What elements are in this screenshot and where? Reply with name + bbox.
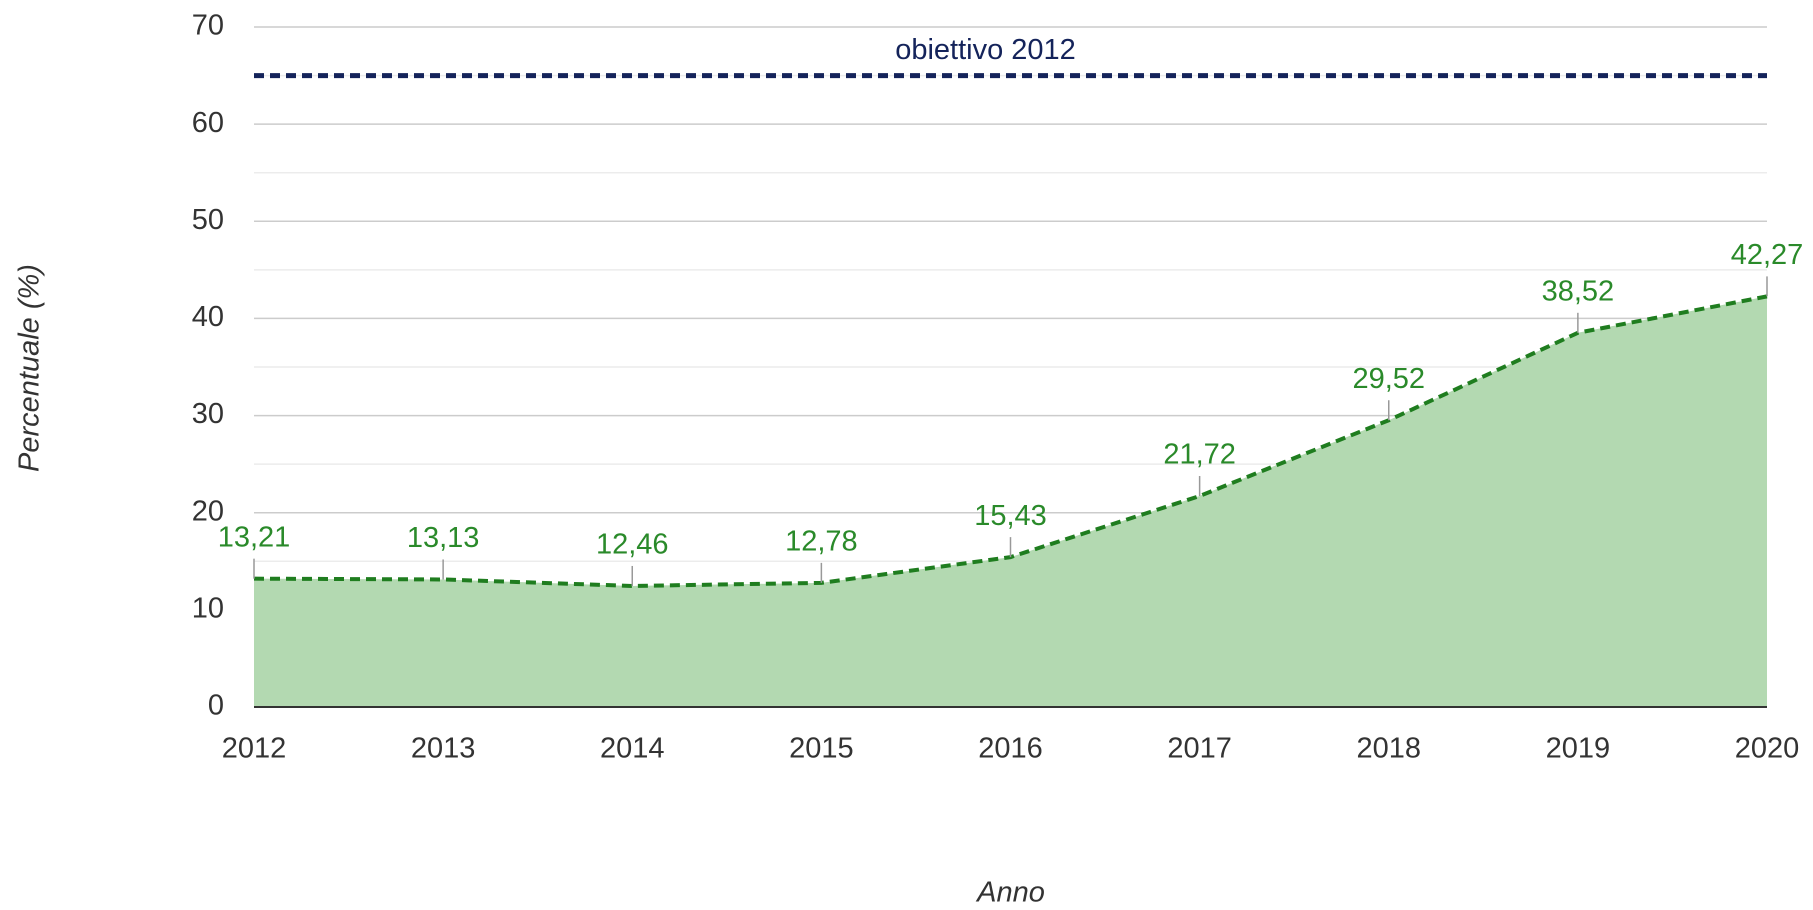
x-tick-label: 2020 bbox=[1735, 733, 1800, 765]
data-label: 29,52 bbox=[1352, 363, 1425, 395]
x-tick-label: 2018 bbox=[1356, 733, 1421, 765]
data-label: 12,78 bbox=[785, 526, 858, 558]
data-label: 13,13 bbox=[407, 522, 480, 554]
y-tick-label: 30 bbox=[192, 398, 224, 430]
data-label: 38,52 bbox=[1542, 275, 1615, 307]
data-label: 21,72 bbox=[1163, 439, 1236, 471]
x-tick-label: 2014 bbox=[600, 733, 665, 765]
x-tick-label: 2017 bbox=[1167, 733, 1232, 765]
data-label: 42,27 bbox=[1731, 239, 1804, 271]
y-tick-label: 10 bbox=[192, 593, 224, 625]
data-label: 12,46 bbox=[596, 529, 669, 561]
y-tick-label: 0 bbox=[208, 690, 224, 722]
x-tick-label: 2015 bbox=[789, 733, 854, 765]
y-tick-label: 40 bbox=[192, 301, 224, 333]
x-tick-label: 2016 bbox=[978, 733, 1043, 765]
reference-label: obiettivo 2012 bbox=[895, 34, 1076, 66]
data-label: 13,21 bbox=[218, 521, 291, 553]
y-tick-label: 20 bbox=[192, 495, 224, 527]
area bbox=[254, 296, 1767, 707]
data-label: 15,43 bbox=[974, 500, 1047, 532]
x-tick-label: 2013 bbox=[411, 733, 476, 765]
line bbox=[253, 294, 1768, 588]
x-tick-label: 2019 bbox=[1546, 733, 1611, 765]
x-tick-label: 2012 bbox=[222, 733, 287, 765]
y-axis-title: Percentuale (%) bbox=[14, 264, 46, 472]
x-axis-title: Anno bbox=[975, 877, 1045, 909]
y-tick-label: 50 bbox=[192, 204, 224, 236]
y-tick-label: 60 bbox=[192, 107, 224, 139]
y-tick-label: 70 bbox=[192, 10, 224, 42]
